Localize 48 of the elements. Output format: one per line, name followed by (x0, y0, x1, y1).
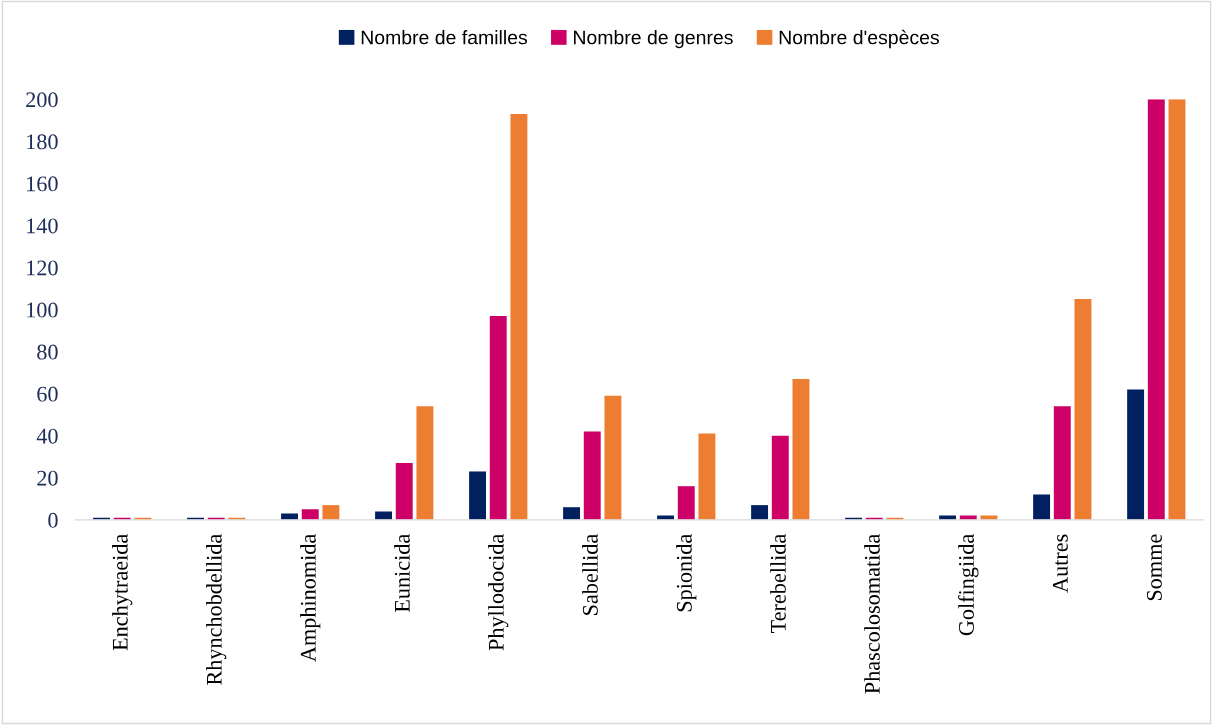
bar (1053, 406, 1071, 520)
x-tick-label: Amphinomida (300, 534, 321, 662)
bar (1168, 99, 1186, 520)
legend-label: Nombre de genres (574, 30, 733, 49)
x-tick-label: Phascolosomatida (864, 534, 880, 694)
y-tick-label: 0 (48, 512, 58, 528)
bar (1033, 494, 1051, 520)
y-tick-label: 120 (27, 260, 58, 276)
x-tick-label: Autres (1052, 534, 1068, 593)
y-tick-label: 80 (37, 344, 58, 360)
y-tick-label: 40 (36, 428, 58, 444)
bar (395, 463, 413, 520)
legend-label: Nombre de familles (361, 30, 528, 45)
bar (1074, 299, 1092, 520)
bar (677, 486, 695, 520)
bar (583, 431, 601, 520)
x-tick-label: Phyllodocida (488, 534, 509, 651)
y-tick-label: 140 (27, 218, 58, 234)
bar (510, 114, 528, 520)
bar (322, 505, 340, 520)
bar (563, 507, 581, 520)
bar (698, 433, 716, 520)
bar (792, 378, 810, 520)
y-tick-label: 200 (26, 92, 58, 108)
x-tick-label: Rhynchobdellida (206, 534, 227, 685)
bar (375, 511, 393, 520)
legend-label: Nombre d'espèces (779, 29, 939, 49)
bar (469, 471, 487, 520)
y-tick-label: 160 (27, 176, 58, 192)
bar (1127, 389, 1145, 520)
bar (489, 315, 507, 520)
bar (604, 395, 622, 520)
x-tick-label: Terebellida (770, 534, 786, 633)
y-tick-label: 180 (27, 134, 58, 150)
bar (1147, 99, 1165, 520)
x-tick-label: Sabellida (582, 534, 598, 615)
x-tick-label: Eunicida (394, 534, 410, 613)
x-tick-label: Somme (1146, 534, 1162, 601)
x-tick-label: Enchytraeida (112, 534, 133, 651)
y-tick-label: 20 (37, 470, 58, 486)
bar (301, 509, 319, 520)
bar (416, 406, 434, 520)
bar (771, 435, 789, 520)
bar (751, 505, 769, 520)
x-tick-label: Spionida (676, 534, 697, 612)
x-tick-label: Golfingiida (958, 534, 979, 636)
y-tick-label: 100 (27, 302, 58, 318)
y-tick-label: 60 (37, 386, 58, 402)
